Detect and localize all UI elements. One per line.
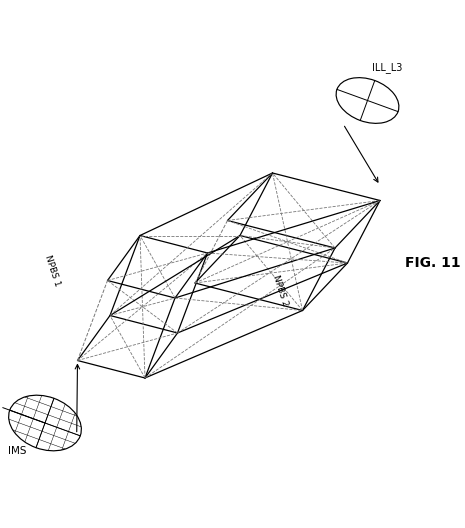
Text: FIG. 11: FIG. 11 <box>405 256 460 270</box>
Text: ILL_L3: ILL_L3 <box>372 62 403 73</box>
Text: IMS: IMS <box>7 446 26 456</box>
Text: NPBS 2: NPBS 2 <box>271 274 289 307</box>
Text: NPBS 1: NPBS 1 <box>43 253 62 287</box>
